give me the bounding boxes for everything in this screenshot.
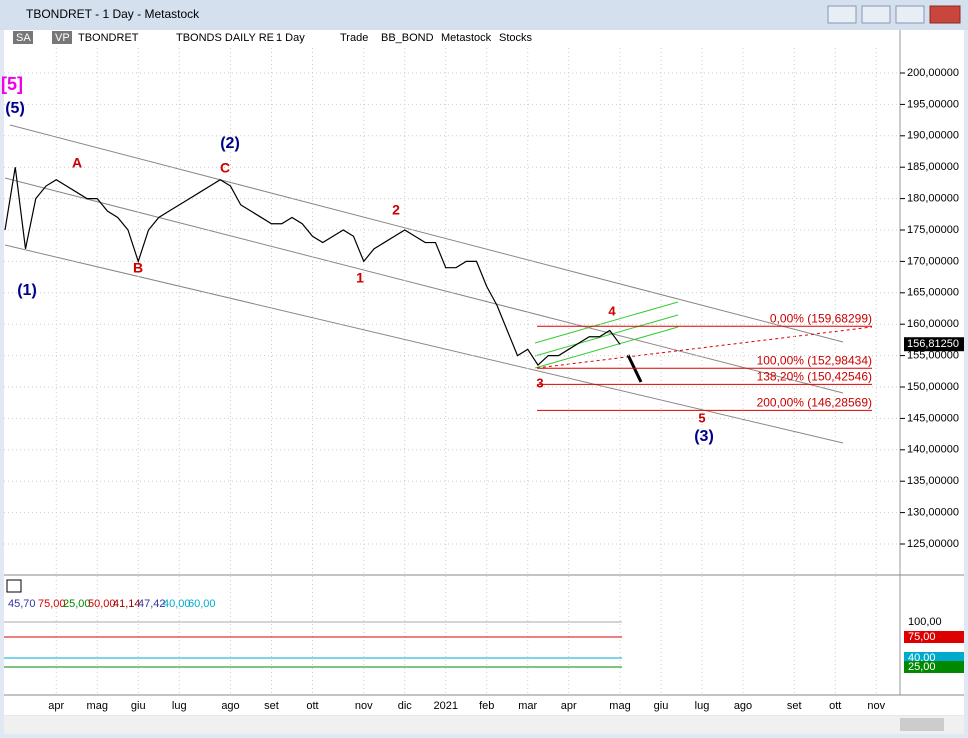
y-tick-label: 185,00000 [907, 161, 959, 173]
x-tick-label: apr [561, 700, 577, 712]
toolbar-item: SA [16, 32, 31, 44]
y-tick-label: 160,00000 [907, 318, 959, 330]
x-tick-label: apr [48, 700, 64, 712]
toolbar-box [52, 31, 72, 44]
x-tick-label: mag [87, 700, 108, 712]
y-tick-label: 155,00000 [907, 350, 959, 362]
y-tick-label: 140,00000 [907, 444, 959, 456]
wave-label: C [220, 160, 230, 176]
x-tick-label: dic [398, 700, 413, 712]
pane-collapse[interactable] [6, 579, 22, 593]
indicator-tick-label: 40,00 [908, 652, 936, 664]
wave-label: A [72, 155, 82, 171]
wave-label: (3) [694, 428, 714, 445]
indicator-tick-label: 75,00 [908, 631, 936, 643]
y-tick-label: 135,00000 [907, 475, 959, 487]
x-tick-label: set [264, 700, 279, 712]
y-tick-label: 150,00000 [907, 381, 959, 393]
indicator-legend: 41,14 [113, 598, 141, 610]
scrollbar[interactable] [4, 716, 964, 734]
last-price-label: 156,81250 [907, 338, 959, 350]
y-tick-label: 175,00000 [907, 224, 959, 236]
fib-label: 100,00% (152,98434) [757, 353, 872, 367]
toolbar-box [13, 31, 33, 44]
indicator-legend: 25,00 [63, 598, 91, 610]
wave-label: [5] [1, 74, 23, 94]
x-tick-label: set [787, 700, 802, 712]
indicator-legend: 40,00 [163, 598, 191, 610]
toolbar-item: BB_BOND [381, 32, 434, 44]
y-tick-label: 200,00000 [907, 67, 959, 79]
y-tick-label: 125,00000 [907, 538, 959, 550]
indicator-tag [904, 661, 964, 673]
toolbar-item: 1 Day [276, 32, 305, 44]
price-line [4, 167, 621, 366]
x-tick-label: nov [355, 700, 373, 712]
channel-mid [4, 177, 844, 394]
title-bar [0, 0, 968, 30]
y-tick-label: 190,00000 [907, 130, 959, 142]
wave-label: B [133, 260, 143, 276]
green-mid [534, 314, 679, 357]
green-top [534, 301, 679, 344]
x-tick-label: nov [867, 700, 885, 712]
indicator-legend: 75,00 [38, 598, 66, 610]
x-tick-label: ago [221, 700, 239, 712]
toolbar-item: Trade [340, 32, 368, 44]
x-tick-label: mar [518, 700, 537, 712]
indicator-tick-label: 25,00 [908, 661, 936, 673]
y-tick-label: 130,00000 [907, 507, 959, 519]
y-tick-label: 145,00000 [907, 412, 959, 424]
green-bottom [534, 326, 679, 369]
y-tick-label: 165,00000 [907, 287, 959, 299]
wave-label: 5 [698, 410, 705, 425]
x-tick-label: 2021 [434, 700, 458, 712]
wave-label: 3 [536, 375, 543, 390]
x-tick-label: lug [695, 700, 710, 712]
maximize-button[interactable] [895, 5, 925, 24]
toolbar-item: TBONDS DAILY RE [176, 32, 274, 44]
wave-label: (2) [220, 135, 240, 152]
indicator-legend: 50,00 [88, 598, 116, 610]
toolbar-item: Metastock [441, 32, 492, 44]
indicator-legend: 47,42 [138, 598, 166, 610]
x-tick-label: ott [829, 700, 841, 712]
y-tick-label: 195,00000 [907, 98, 959, 110]
wave-label: 1 [356, 270, 364, 286]
last-price-box [904, 337, 964, 352]
channel-top [9, 124, 844, 343]
x-tick-label: giu [654, 700, 669, 712]
scroll-thumb[interactable] [900, 718, 944, 731]
y-tick-label: 170,00000 [907, 255, 959, 267]
indicator-tag [904, 631, 964, 643]
fib-label: 0,00% (159,68299) [770, 311, 872, 325]
restore-all-button[interactable] [827, 5, 857, 24]
y-tick-label: 180,00000 [907, 193, 959, 205]
chart-area [4, 30, 964, 715]
x-tick-label: ago [734, 700, 752, 712]
toolbar-item: Stocks [499, 32, 533, 44]
minimize-button[interactable] [861, 5, 891, 24]
toolbar-item: TBONDRET [78, 32, 139, 44]
window-title: TBONDRET - 1 Day - Metastock [26, 7, 200, 21]
indicator-legend: 45,70 [8, 598, 36, 610]
x-tick-label: ott [306, 700, 318, 712]
x-tick-label: giu [131, 700, 146, 712]
toolbar-item: VP [55, 32, 70, 44]
close-button[interactable] [929, 5, 961, 24]
green-channel [534, 301, 679, 369]
fib-label: 200,00% (146,28569) [757, 395, 872, 409]
wave-label: 4 [608, 303, 616, 318]
fib-label: 138,20% (150,42546) [757, 370, 872, 384]
indicator-legend: 60,00 [188, 598, 216, 610]
wave-label: (1) [17, 282, 37, 299]
wave-label: (5) [5, 100, 25, 117]
x-tick-label: lug [172, 700, 187, 712]
dashed-trendline [536, 326, 873, 369]
indicator-tick-label: 100,00 [908, 616, 942, 628]
wave-label: 2 [392, 202, 400, 218]
x-tick-label: mag [609, 700, 630, 712]
x-tick-label: feb [479, 700, 494, 712]
